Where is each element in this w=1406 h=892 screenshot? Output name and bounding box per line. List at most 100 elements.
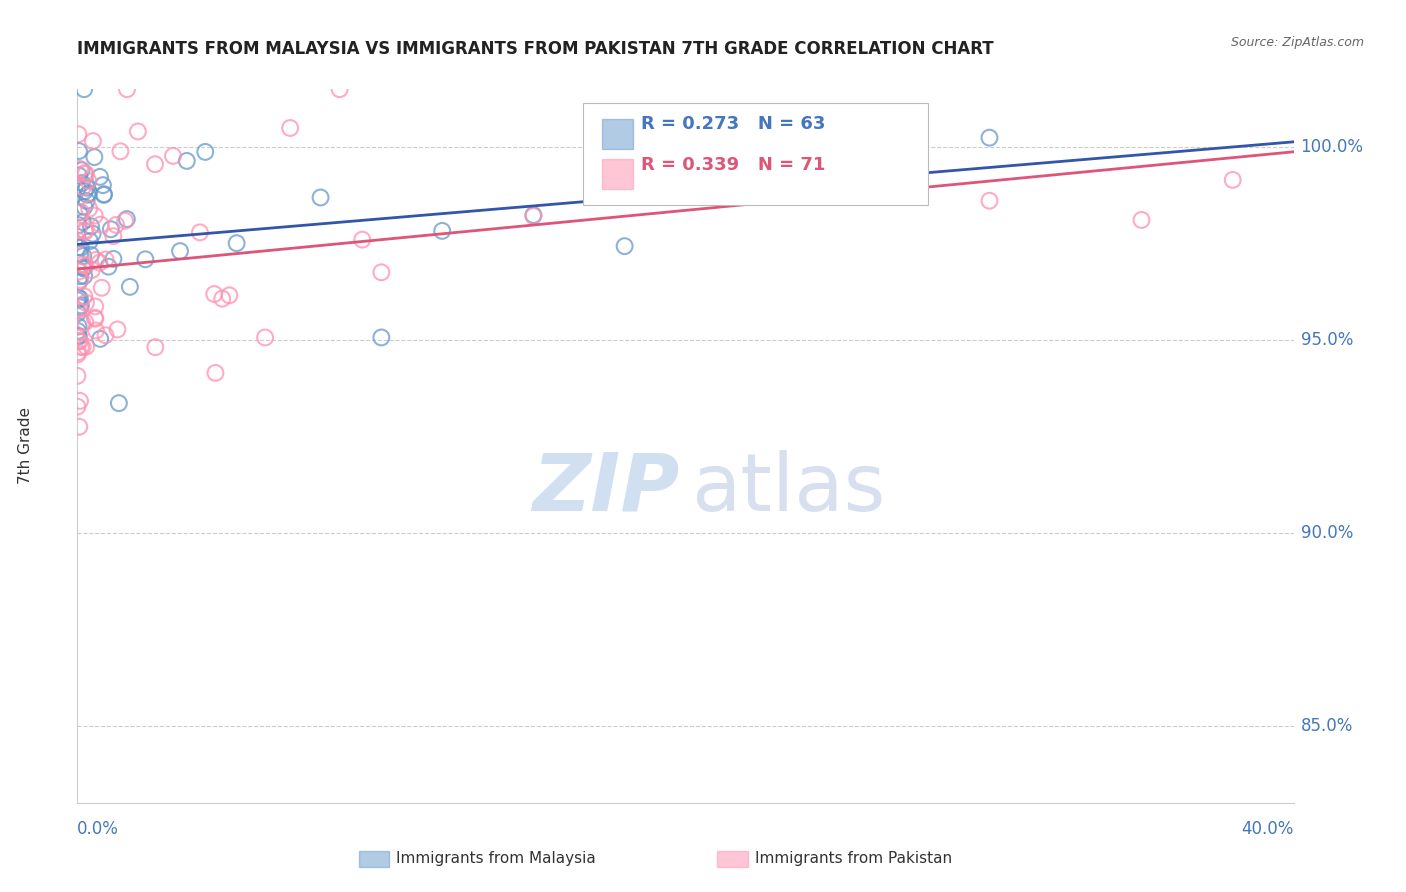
Point [225,236,247,251]
Point [76,187,98,202]
Point [69,292,91,306]
Point [115,82,138,96]
Point [70,205,93,219]
Point [97,260,120,274]
Point [675,146,697,161]
Point [979,130,1001,145]
Text: 95.0%: 95.0% [1301,331,1353,349]
Text: 7th Grade: 7th Grade [18,408,32,484]
Point [143,340,166,354]
Point [430,224,453,238]
Text: 100.0%: 100.0% [1301,138,1364,156]
Point [80,219,103,234]
Point [80,263,103,277]
Point [73,82,96,96]
Point [162,149,184,163]
Point [73,166,96,180]
Point [75,167,97,181]
Point [69,300,91,314]
Point [1222,173,1244,187]
Text: R = 0.273   N = 63: R = 0.273 N = 63 [641,115,825,133]
Point [522,209,544,223]
Point [72,215,94,229]
Point [82,134,104,148]
Point [67,218,90,232]
Point [66,347,89,361]
Point [827,169,849,184]
Text: Immigrants from Malaysia: Immigrants from Malaysia [396,852,596,866]
Text: R = 0.339   N = 71: R = 0.339 N = 71 [641,156,825,174]
Point [67,319,90,334]
Point [67,205,90,219]
Point [67,328,90,343]
Point [94,328,117,343]
Text: IMMIGRANTS FROM MALAYSIA VS IMMIGRANTS FROM PAKISTAN 7TH GRADE CORRELATION CHART: IMMIGRANTS FROM MALAYSIA VS IMMIGRANTS F… [77,40,994,58]
Point [100,222,122,236]
Point [352,233,374,247]
Point [82,227,104,241]
Point [72,180,94,194]
Point [522,208,544,222]
Point [613,239,636,253]
Point [66,368,89,383]
Point [83,150,105,164]
Point [89,169,111,184]
Text: ZIP: ZIP [531,450,679,528]
Point [70,176,93,190]
Point [1130,213,1153,227]
Point [67,240,90,254]
Point [69,393,91,408]
Point [75,315,97,329]
Point [84,311,107,326]
Point [278,120,301,135]
Point [69,247,91,261]
Point [143,157,166,171]
Point [370,265,392,279]
Point [176,153,198,168]
Point [675,179,697,194]
Point [108,396,131,410]
Point [70,298,93,312]
Point [66,400,89,414]
Text: 0.0%: 0.0% [77,820,120,838]
Point [69,334,91,349]
Point [94,252,117,267]
Point [204,366,226,380]
Point [127,124,149,138]
Point [67,264,90,278]
Point [66,324,89,338]
Point [66,234,89,248]
Point [73,260,96,275]
Text: Immigrants from Pakistan: Immigrants from Pakistan [755,852,952,866]
Point [77,186,100,201]
Point [75,295,97,310]
Point [218,288,240,302]
Point [110,145,132,159]
Point [370,330,392,344]
Point [329,82,352,96]
Point [84,252,107,267]
Text: Source: ZipAtlas.com: Source: ZipAtlas.com [1230,36,1364,49]
Point [134,252,156,267]
Point [66,293,89,308]
Point [211,292,233,306]
Point [70,163,93,178]
Text: atlas: atlas [692,450,886,528]
Point [979,194,1001,208]
Point [75,340,97,354]
Point [93,188,115,202]
Point [73,184,96,198]
Point [67,144,90,158]
Point [75,225,97,239]
Point [77,202,100,216]
Text: 90.0%: 90.0% [1301,524,1353,541]
Point [169,244,191,258]
Text: 85.0%: 85.0% [1301,716,1353,735]
Point [67,291,90,305]
Point [69,273,91,287]
Point [105,218,128,232]
Point [90,218,112,232]
Point [118,280,141,294]
Point [67,329,90,343]
Point [79,234,101,248]
